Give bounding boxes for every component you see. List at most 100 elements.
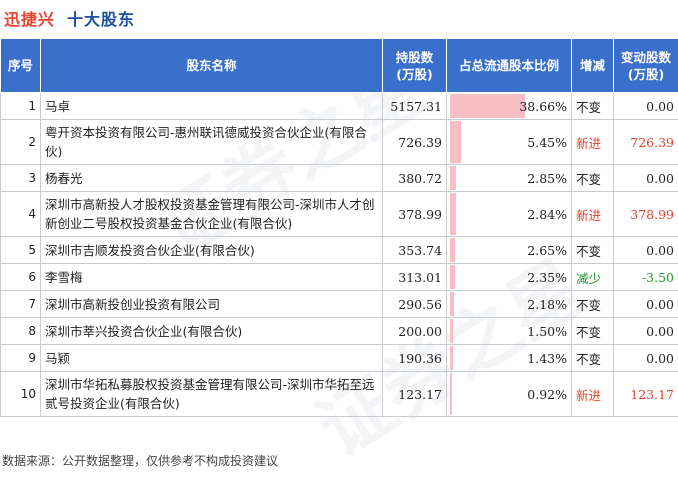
ratio-cell: 1.43% xyxy=(447,345,572,372)
change-status: 新进 xyxy=(572,192,614,237)
row-index: 8 xyxy=(1,318,41,345)
header-change: 增减 xyxy=(572,39,614,93)
header-ratio: 占总流通股本比例 xyxy=(447,39,572,93)
shareholder-name: 李雪梅 xyxy=(41,264,383,291)
change-status: 不变 xyxy=(572,165,614,192)
row-index: 5 xyxy=(1,237,41,264)
row-index: 6 xyxy=(1,264,41,291)
ratio-bar xyxy=(450,238,455,262)
ratio-bar xyxy=(450,166,456,190)
ratio-value: 1.43% xyxy=(527,351,567,366)
row-index: 4 xyxy=(1,192,41,237)
row-index: 2 xyxy=(1,120,41,165)
shares-held: 378.99 xyxy=(383,192,447,237)
change-amount: -3.50 xyxy=(614,264,678,291)
header-delta-line1: 变动股数 xyxy=(614,49,678,66)
shareholder-name: 粤开资本投资有限公司-惠州联讯德威投资合伙企业(有限合伙) xyxy=(41,120,383,165)
change-amount: 0.00 xyxy=(614,345,678,372)
shares-held: 313.01 xyxy=(383,264,447,291)
header-delta-line2: (万股) xyxy=(614,66,678,83)
shareholder-name: 马卓 xyxy=(41,93,383,120)
title-bar: 迅捷兴 十大股东 xyxy=(0,0,678,36)
ratio-cell: 2.85% xyxy=(447,165,572,192)
row-index: 7 xyxy=(1,291,41,318)
ratio-value: 2.35% xyxy=(527,270,567,285)
row-index: 3 xyxy=(1,165,41,192)
shares-held: 290.56 xyxy=(383,291,447,318)
ratio-bar xyxy=(450,94,525,118)
header-shares-line2: (万股) xyxy=(383,66,446,83)
shares-held: 123.17 xyxy=(383,372,447,417)
ratio-cell: 0.92% xyxy=(447,372,572,417)
ratio-bar xyxy=(450,292,454,316)
header-shares: 持股数 (万股) xyxy=(383,39,447,93)
ratio-value: 2.18% xyxy=(527,297,567,312)
change-amount: 0.00 xyxy=(614,165,678,192)
ratio-cell: 2.65% xyxy=(447,237,572,264)
ratio-cell: 2.84% xyxy=(447,192,572,237)
ratio-value: 5.45% xyxy=(527,135,567,150)
ratio-bar xyxy=(450,319,453,343)
ratio-bar xyxy=(450,346,453,370)
change-status: 不变 xyxy=(572,237,614,264)
ratio-cell: 1.50% xyxy=(447,318,572,345)
page-title: 十大股东 xyxy=(67,6,135,30)
header-shares-line1: 持股数 xyxy=(383,49,446,66)
row-index: 1 xyxy=(1,93,41,120)
ratio-bar xyxy=(450,121,461,163)
change-status: 新进 xyxy=(572,372,614,417)
change-amount: 123.17 xyxy=(614,372,678,417)
ratio-cell: 2.35% xyxy=(447,264,572,291)
shareholder-name: 深圳市莘兴投资合伙企业(有限合伙) xyxy=(41,318,383,345)
change-amount: 0.00 xyxy=(614,237,678,264)
shares-held: 726.39 xyxy=(383,120,447,165)
row-index: 10 xyxy=(1,372,41,417)
table-header-row: 序号 股东名称 持股数 (万股) 占总流通股本比例 增减 变动股数 (万股) xyxy=(1,39,678,93)
change-status: 新进 xyxy=(572,120,614,165)
ratio-cell: 5.45% xyxy=(447,120,572,165)
ratio-bar xyxy=(450,265,455,289)
change-status: 不变 xyxy=(572,318,614,345)
ratio-value: 0.92% xyxy=(527,387,567,402)
shareholder-name: 深圳市高新投人才股权投资基金管理有限公司-深圳市人才创新创业二号股权投资基金合伙… xyxy=(41,192,383,237)
ratio-bar xyxy=(450,193,456,235)
change-amount: 726.39 xyxy=(614,120,678,165)
change-amount: 0.00 xyxy=(614,291,678,318)
ratio-cell: 2.18% xyxy=(447,291,572,318)
ratio-value: 2.84% xyxy=(527,207,567,222)
shares-held: 200.00 xyxy=(383,318,447,345)
ratio-value: 2.65% xyxy=(527,243,567,258)
shareholder-name: 深圳市高新投创业投资有限公司 xyxy=(41,291,383,318)
shares-held: 5157.31 xyxy=(383,93,447,120)
change-amount: 0.00 xyxy=(614,318,678,345)
change-status: 不变 xyxy=(572,291,614,318)
ratio-value: 2.85% xyxy=(527,171,567,186)
ratio-bar xyxy=(450,373,452,415)
company-name: 迅捷兴 xyxy=(4,6,55,30)
shares-held: 353.74 xyxy=(383,237,447,264)
shareholder-name: 马颖 xyxy=(41,345,383,372)
shareholders-table: 序号 股东名称 持股数 (万股) 占总流通股本比例 增减 变动股数 (万股) 1… xyxy=(0,38,678,417)
data-source-note: 数据来源：公开数据整理，仅供参考不构成投资建议 xyxy=(2,452,278,469)
shareholder-name: 深圳市华拓私募股权投资基金管理有限公司-深圳市华拓至远贰号投资企业(有限合伙) xyxy=(41,372,383,417)
change-amount: 0.00 xyxy=(614,93,678,120)
change-amount: 378.99 xyxy=(614,192,678,237)
change-status: 不变 xyxy=(572,93,614,120)
ratio-value: 1.50% xyxy=(527,324,567,339)
change-status: 减少 xyxy=(572,264,614,291)
ratio-value: 38.66% xyxy=(519,99,567,114)
ratio-cell: 38.66% xyxy=(447,93,572,120)
shareholder-name: 深圳市吉顺发投资合伙企业(有限合伙) xyxy=(41,237,383,264)
row-index: 9 xyxy=(1,345,41,372)
shares-held: 190.36 xyxy=(383,345,447,372)
